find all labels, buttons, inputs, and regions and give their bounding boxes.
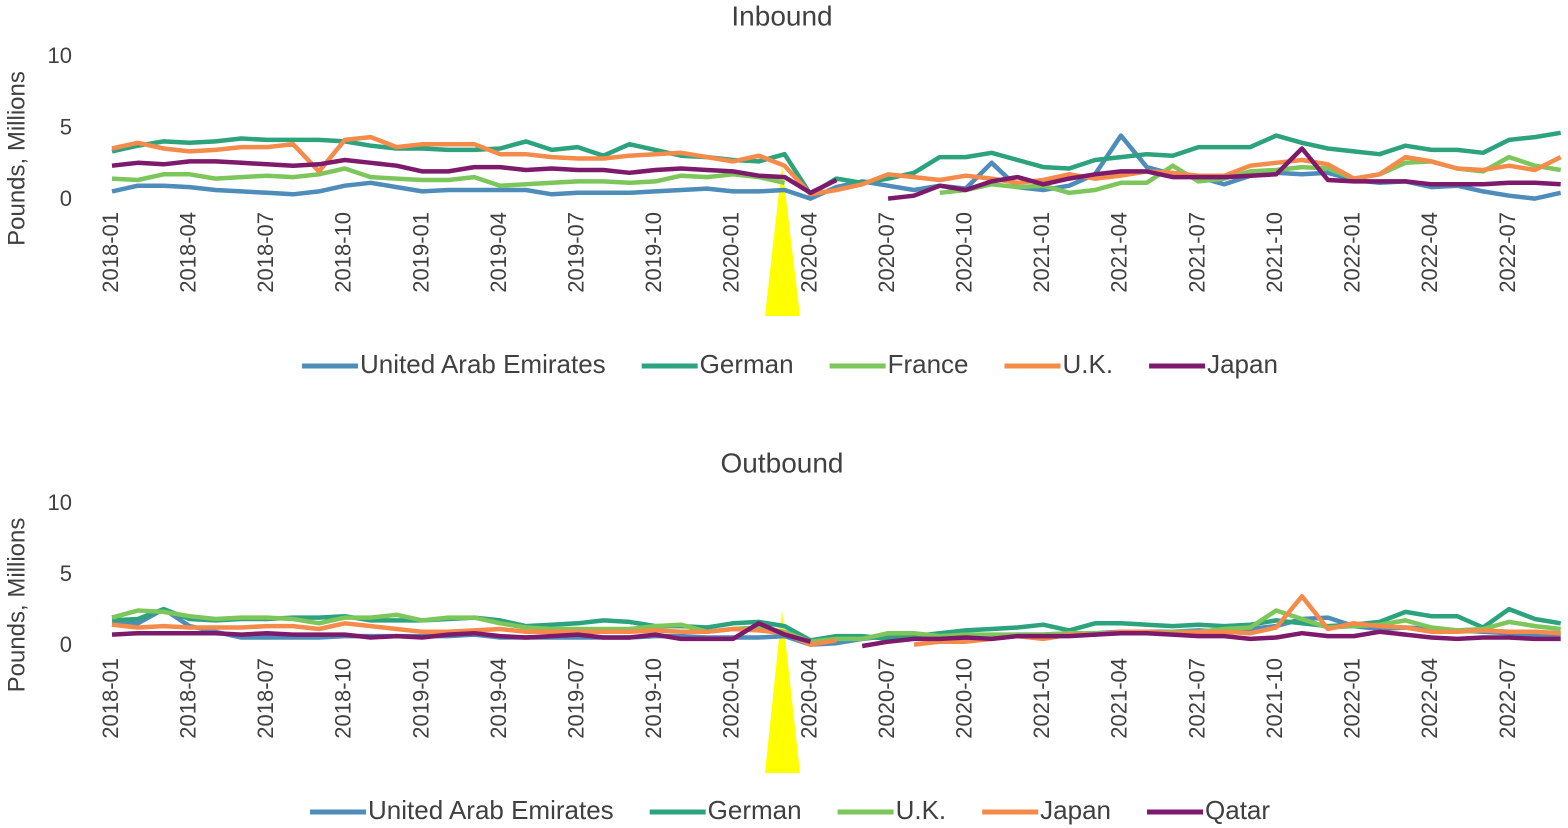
x-tick-label: 2020-07 — [874, 658, 899, 739]
x-tick-label: 2019-01 — [408, 658, 433, 739]
x-tick-label: 2020-01 — [719, 658, 744, 739]
x-tick-label: 2020-10 — [952, 658, 977, 739]
x-tick-label: 2021-01 — [1029, 658, 1054, 739]
x-tick-label: 2020-07 — [874, 212, 899, 293]
chart-title: Outbound — [721, 447, 844, 478]
x-tick-label: 2021-07 — [1184, 658, 1209, 739]
series-line — [111, 133, 1562, 201]
y-tick-label: 0 — [60, 186, 72, 211]
series-line — [861, 629, 1561, 649]
legend-label: German — [708, 795, 802, 825]
x-tick-label: 2020-04 — [796, 212, 821, 293]
series-line — [111, 134, 1562, 197]
x-tick-label: 2018-01 — [98, 658, 123, 739]
legend-label: German — [700, 349, 794, 379]
x-tick-label: 2019-01 — [408, 212, 433, 293]
legend-label: U.K. — [896, 795, 947, 825]
legend-label: Japan — [1040, 795, 1111, 825]
x-tick-label: 2018-04 — [175, 212, 200, 293]
y-axis-label: Pounds, Millions — [3, 518, 30, 693]
x-tick-label: 2020-01 — [719, 212, 744, 293]
x-tick-label: 2018-07 — [253, 212, 278, 293]
x-tick-label: 2022-04 — [1417, 212, 1442, 293]
y-tick-label: 10 — [48, 43, 72, 68]
x-tick-label: 2021-10 — [1262, 212, 1287, 293]
x-tick-label: 2018-10 — [331, 212, 356, 293]
x-tick-label: 2021-01 — [1029, 212, 1054, 293]
marker-triangle — [765, 165, 800, 316]
x-tick-label: 2019-10 — [641, 658, 666, 739]
x-tick-label: 2021-04 — [1107, 658, 1132, 739]
legend: United Arab Emirates German France U.K. Japa… — [302, 349, 1278, 379]
x-tick-label: 2019-04 — [486, 212, 511, 293]
x-tick-label: 2020-10 — [952, 212, 977, 293]
marker-triangle — [765, 610, 800, 773]
x-tick-label: 2018-07 — [253, 658, 278, 739]
x-tick-label: 2018-10 — [331, 658, 356, 739]
x-tick-label: 2021-04 — [1107, 212, 1132, 293]
y-tick-label: 10 — [48, 490, 72, 515]
series-line — [887, 146, 1561, 201]
x-tick-label: 2022-07 — [1495, 212, 1520, 293]
series-line — [111, 166, 786, 188]
x-tick-label: 2020-04 — [796, 658, 821, 739]
x-tick-label: 2019-07 — [563, 658, 588, 739]
x-tick-label: 2019-10 — [641, 212, 666, 293]
chart-title: Inbound — [731, 0, 832, 31]
y-tick-label: 5 — [60, 114, 72, 139]
x-tick-label: 2021-10 — [1262, 658, 1287, 739]
x-tick-label: 2018-01 — [98, 212, 123, 293]
legend-label: France — [888, 349, 969, 379]
x-tick-label: 2022-01 — [1340, 658, 1365, 739]
series-line — [111, 130, 1562, 197]
series-line — [111, 621, 812, 644]
x-tick-label: 2019-07 — [563, 212, 588, 293]
x-tick-label: 2022-07 — [1495, 658, 1520, 739]
x-tick-label: 2019-04 — [486, 658, 511, 739]
legend-label: United Arab Emirates — [368, 795, 614, 825]
series-line — [111, 621, 837, 647]
y-axis-label: Pounds, Millions — [3, 71, 30, 246]
x-tick-label: 2022-04 — [1417, 658, 1442, 739]
series-line — [111, 608, 1561, 644]
legend-label: United Arab Emirates — [360, 349, 606, 379]
x-tick-label: 2018-04 — [175, 658, 200, 739]
y-tick-label: 5 — [60, 561, 72, 586]
series-line — [111, 157, 838, 196]
x-tick-label: 2022-01 — [1340, 212, 1365, 293]
y-tick-label: 0 — [60, 632, 72, 657]
legend-label: Qatar — [1205, 795, 1270, 825]
x-tick-label: 2021-07 — [1184, 212, 1209, 293]
legend-label: Japan — [1207, 349, 1278, 379]
legend-label: U.K. — [1063, 349, 1114, 379]
legend: United Arab Emirates German U.K. Japan Qatar — [310, 795, 1270, 825]
